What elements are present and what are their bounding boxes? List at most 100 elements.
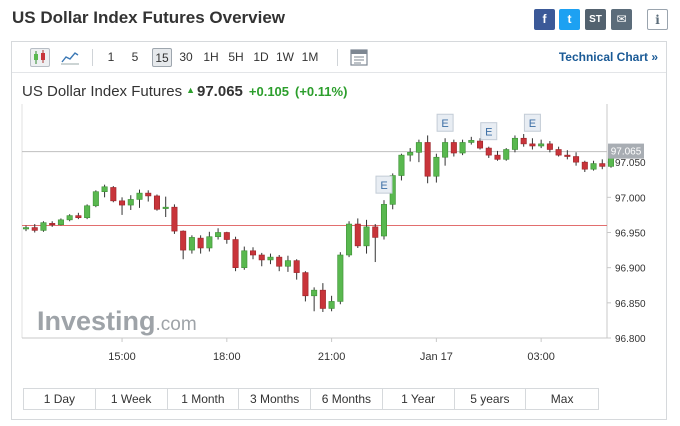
price-change-percent: (+0.11%) [295, 84, 348, 99]
range-1-month[interactable]: 1 Month [168, 389, 240, 409]
quote-line: US Dollar Index Futures ▲ 97.065 +0.105 (+0.… [22, 83, 347, 101]
candle-down [276, 256, 283, 267]
timeframe-1d[interactable]: 1D [253, 50, 269, 64]
technical-chart-link[interactable]: Technical Chart » [558, 50, 658, 64]
investing-watermark: Investing.com [37, 306, 197, 336]
candle-down [494, 154, 501, 160]
candle-down [223, 232, 230, 240]
timeframe-5h[interactable]: 5H [228, 50, 244, 64]
facebook-share-icon[interactable]: f [534, 9, 555, 30]
candlestick-chart-type-icon[interactable] [30, 48, 50, 67]
candle-down [197, 237, 204, 249]
email-share-icon[interactable]: ✉ [611, 9, 632, 30]
range-max[interactable]: Max [550, 392, 574, 406]
event-marker [375, 175, 393, 194]
last-price-tag [608, 143, 644, 159]
candle-up [267, 256, 274, 261]
candle-up [363, 226, 370, 247]
last-price-tag-label: 97.065 [611, 147, 642, 158]
candle-down [581, 161, 588, 170]
candle-up [136, 192, 143, 200]
candle-up [284, 260, 291, 267]
candlestick-chart[interactable]: 97.050 97.000 96.950 96.900 96.850 96.800 15:0… [12, 42, 666, 382]
candle-up [311, 289, 318, 297]
candle-up [92, 191, 99, 207]
range-3-months[interactable]: 3 Months [239, 389, 311, 409]
candle-down [180, 230, 187, 251]
y-tick-label: 97.000 [615, 193, 646, 204]
candle-up [66, 215, 73, 221]
stocktwits-share-icon[interactable]: ST [585, 9, 606, 30]
y-tick-label: 96.800 [615, 334, 646, 345]
toolbar-divider [92, 49, 93, 66]
candle-down [599, 163, 606, 167]
candle-up [407, 152, 414, 156]
candle-up [503, 149, 510, 160]
range-5-years[interactable]: 5 years [455, 389, 527, 409]
timeframe-1[interactable]: 1 [107, 50, 115, 64]
x-tick-label: 15:00 [108, 351, 136, 363]
event-marker [523, 113, 541, 132]
candle-up [57, 219, 64, 226]
candle-up [162, 206, 169, 209]
range-1-year[interactable]: 1 Year [383, 389, 455, 409]
timeframe-30[interactable]: 30 [179, 50, 193, 64]
candle-up [84, 205, 91, 219]
x-tick-label: Jan 17 [420, 351, 453, 363]
candle-down [477, 140, 484, 149]
twitter-share-icon[interactable]: t [559, 9, 580, 30]
candle-up [468, 140, 475, 143]
range-1-week[interactable]: 1 Week [96, 389, 168, 409]
range-6-months[interactable]: 6 Months [311, 389, 383, 409]
timeframe-5[interactable]: 5 [131, 50, 139, 64]
up-arrow-icon: ▲ [186, 85, 195, 95]
timeframe-15[interactable]: 15 [152, 48, 172, 67]
candle-up [433, 156, 440, 177]
candle-up [346, 223, 353, 256]
candle-up [188, 237, 195, 251]
y-tick-label: 96.900 [615, 264, 646, 275]
candle-up [328, 301, 335, 309]
event-marker-label: E [529, 118, 536, 130]
candle-up [127, 199, 134, 206]
timeframe-1m[interactable]: 1M [301, 50, 319, 64]
page-title: US Dollar Index Futures Overview [12, 8, 286, 27]
timeframe-1h[interactable]: 1H [203, 50, 219, 64]
candle-down [520, 137, 527, 145]
candle-up [415, 142, 422, 153]
candle-down [171, 206, 178, 232]
candle-up [215, 232, 222, 238]
chart-panel: 1 5 15 30 1H 5H 1D 1W 1M Technical Chart » US Do… [11, 41, 667, 420]
candle-up [380, 204, 387, 237]
line-chart-type-icon[interactable] [60, 48, 80, 67]
candle-down [564, 154, 571, 157]
candle-down [555, 149, 562, 156]
candle-up [459, 142, 466, 154]
candle-down [424, 142, 431, 177]
candle-up [206, 236, 213, 249]
info-icon[interactable]: i [647, 9, 668, 30]
candle-down [573, 156, 580, 163]
candle-down [232, 239, 239, 268]
chart-settings-icon[interactable] [349, 48, 369, 67]
price-change: +0.105 [248, 84, 290, 99]
x-tick-label: 21:00 [318, 351, 346, 363]
timeframe-1w[interactable]: 1W [276, 50, 294, 64]
event-marker [436, 113, 454, 132]
candle-down [119, 200, 126, 206]
x-tick-label: 03:00 [527, 351, 555, 363]
candle-down [31, 227, 38, 231]
candle-down [250, 250, 257, 256]
candle-up [22, 227, 30, 230]
event-marker-label: E [380, 180, 387, 192]
candle-up [538, 143, 545, 147]
candle-up [590, 163, 597, 170]
candle-up [511, 137, 518, 150]
range-1-day[interactable]: 1 Day [24, 389, 96, 409]
candle-down [153, 195, 160, 210]
y-tick-label: 96.850 [615, 299, 646, 310]
candle-down [49, 223, 56, 226]
candle-up [337, 254, 344, 302]
candle-down [450, 142, 457, 154]
toolbar-divider [337, 49, 338, 66]
